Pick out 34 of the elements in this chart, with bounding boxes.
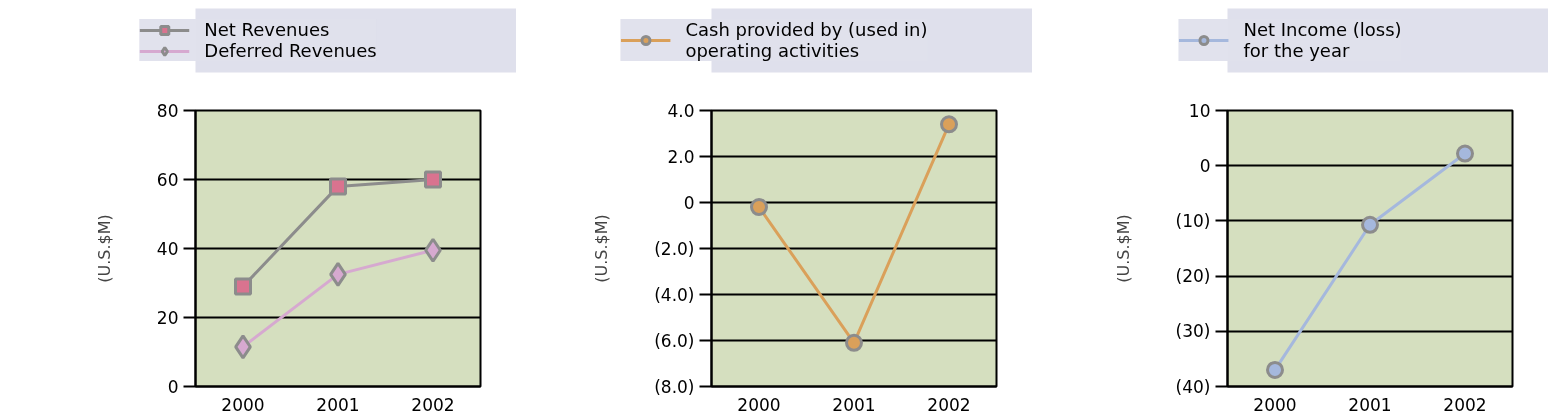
y-tick-label: (10) xyxy=(1175,210,1211,231)
y-tick-label: (4.0) xyxy=(654,284,695,305)
legend-label: Deferred Revenues xyxy=(204,40,377,61)
legend-label: Net Revenues xyxy=(204,19,330,40)
y-axis-title: (U.S.$M) xyxy=(592,214,612,283)
x-tick-label: 2002 xyxy=(411,394,455,411)
x-tick-label: 2000 xyxy=(1253,394,1297,411)
y-tick-label: 10 xyxy=(1188,100,1211,121)
x-tick-label: 2002 xyxy=(1443,394,1487,411)
y-tick-label: (20) xyxy=(1175,266,1211,287)
y-tick-label: 0 xyxy=(1199,155,1211,176)
y-tick-label: (30) xyxy=(1175,321,1211,342)
legend-label: Cash provided by (used in) operating activities xyxy=(685,19,928,61)
x-tick-label: 2001 xyxy=(316,394,360,411)
y-tick-label: (8.0) xyxy=(654,376,695,397)
y-tick-label: (40) xyxy=(1175,376,1211,397)
y-tick-label: 0 xyxy=(683,192,695,213)
y-tick-label: (2.0) xyxy=(654,238,695,259)
legend-label: Net Income (loss) for the year xyxy=(1243,19,1402,61)
y-tick-label: 80 xyxy=(156,101,179,121)
y-tick-label: (6.0) xyxy=(654,330,695,351)
y-axis-title: (U.S.$M) xyxy=(94,214,114,283)
y-tick-label: 4.0 xyxy=(667,100,695,121)
x-tick-label: 2002 xyxy=(927,394,971,411)
y-tick-label: 20 xyxy=(156,308,179,328)
y-tick-label: 2.0 xyxy=(667,146,695,167)
y-tick-label: 60 xyxy=(156,170,179,190)
x-tick-label: 2001 xyxy=(832,394,876,411)
y-tick-label: 0 xyxy=(167,377,179,397)
y-tick-label: 40 xyxy=(156,239,179,259)
x-tick-label: 2000 xyxy=(737,394,781,411)
x-tick-label: 2001 xyxy=(1348,394,1392,411)
y-axis-title: (U.S.$M) xyxy=(1113,214,1133,283)
x-tick-label: 2000 xyxy=(221,394,265,411)
